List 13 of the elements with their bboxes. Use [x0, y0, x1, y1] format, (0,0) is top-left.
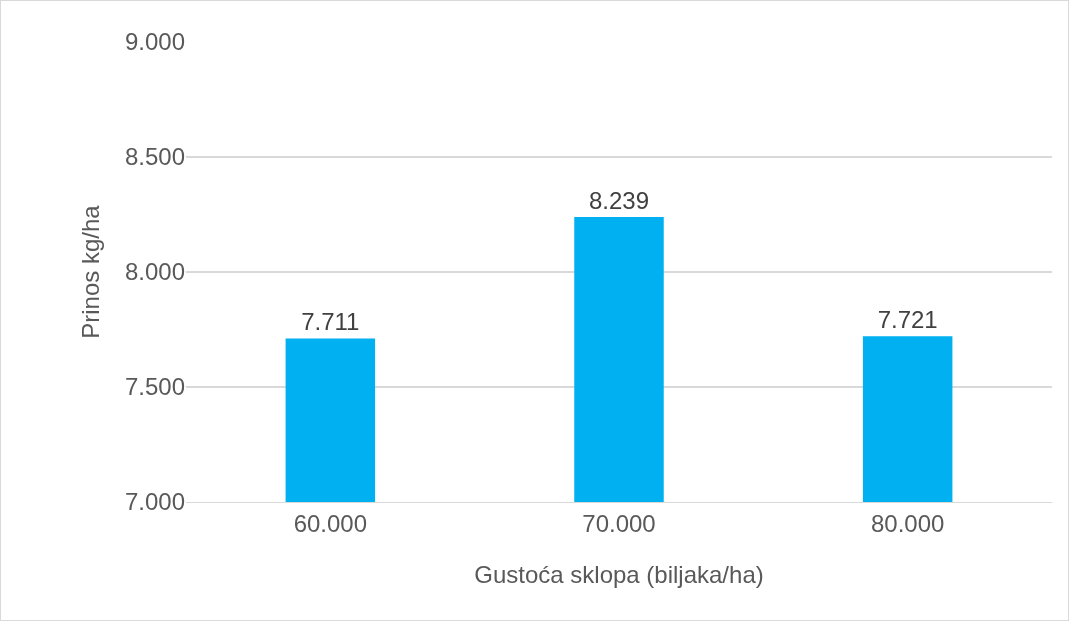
y-tick-label: 8.000 [124, 258, 185, 286]
y-tick-label: 7.000 [124, 488, 185, 516]
data-label: 7.711 [301, 308, 360, 336]
data-label: 8.239 [588, 187, 650, 215]
x-tick-label: 60.000 [293, 509, 368, 537]
data-label: 7.721 [877, 306, 938, 334]
y-tick-label: 7.500 [124, 373, 185, 401]
y-tick-label: 8.500 [124, 143, 185, 171]
y-axis-title: Prinos kg/ha [77, 204, 105, 339]
x-axis-title: Gustoća sklopa (biljaka/ha) [474, 561, 764, 589]
x-tick-label: 70.000 [582, 509, 656, 537]
y-tick-label: 9.000 [124, 28, 185, 56]
x-tick-label: 80.000 [870, 509, 945, 537]
